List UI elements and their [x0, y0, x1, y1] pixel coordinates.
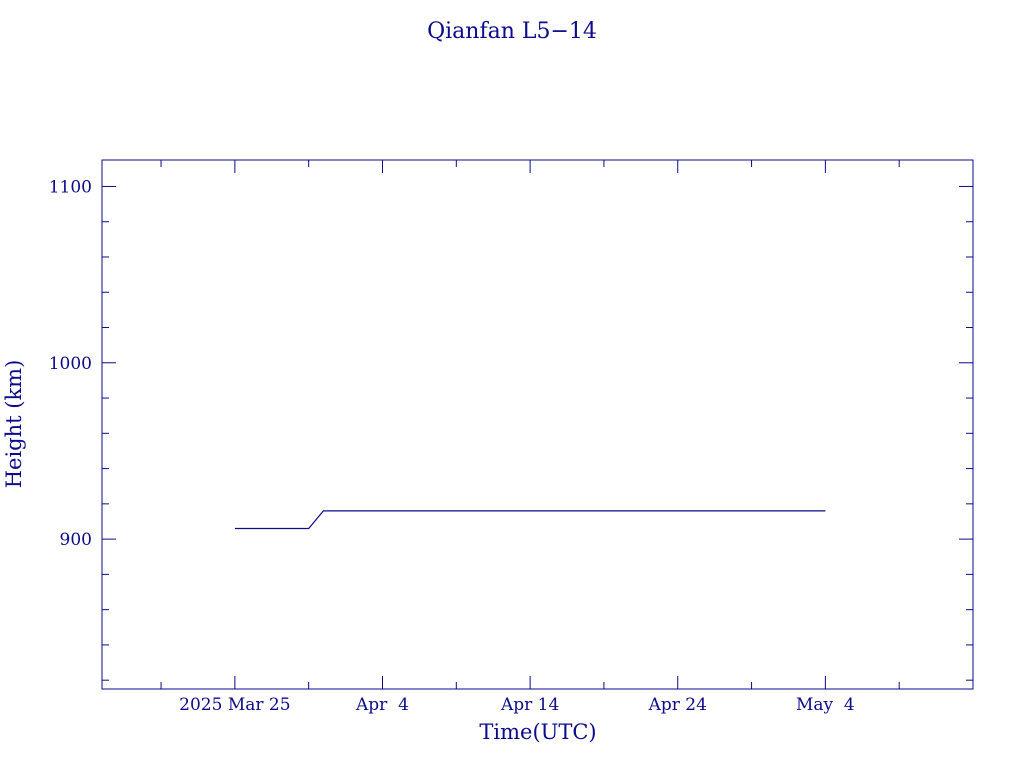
x-tick-label: Apr 14 — [500, 695, 559, 715]
y-axis-label: Height (km) — [2, 360, 26, 489]
x-tick-label: Apr 4 — [355, 695, 409, 715]
series-layer — [234, 510, 826, 530]
y-tick-label: 1100 — [49, 177, 92, 197]
y-tick-label: 1000 — [49, 354, 92, 374]
x-tick-label: Apr 24 — [648, 695, 707, 715]
height-series-line — [234, 510, 826, 530]
plot-frame — [101, 159, 974, 690]
y-tick-label: 900 — [60, 530, 92, 550]
y-axis: 900 1000 1100 — [49, 177, 973, 681]
x-tick-label: May 4 — [796, 695, 855, 715]
x-axis-label: Time(UTC) — [479, 720, 596, 744]
chart-title: Qianfan L5−14 — [427, 19, 597, 44]
x-tick-label: 2025 Mar 25 — [179, 695, 290, 715]
x-axis: 2025 Mar 25 Apr 4 Apr 14 Apr 24 May 4 — [160, 160, 900, 715]
